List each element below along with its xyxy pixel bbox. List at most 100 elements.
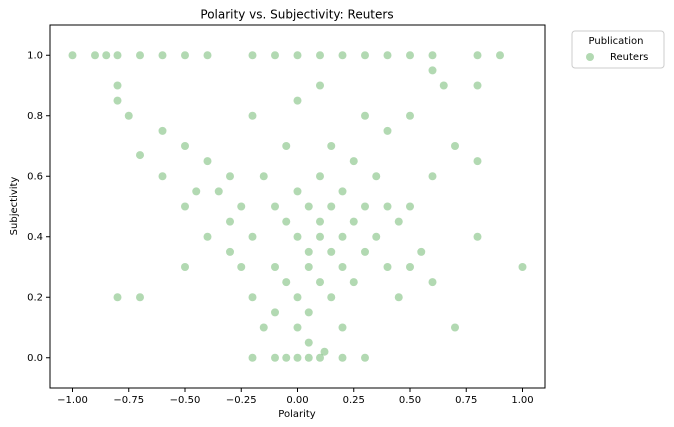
point <box>271 308 279 317</box>
point <box>320 347 329 356</box>
point <box>271 51 279 60</box>
point <box>68 51 77 60</box>
x-tick-label: −0.75 <box>113 395 144 406</box>
point <box>316 172 324 181</box>
point <box>181 142 189 150</box>
point <box>214 187 223 196</box>
point <box>203 51 212 60</box>
point <box>383 263 392 271</box>
point <box>293 293 302 302</box>
chart-title: Polarity vs. Subjectivity: Reuters <box>200 8 393 22</box>
point <box>361 353 369 362</box>
point <box>338 323 347 332</box>
point <box>248 111 257 120</box>
point <box>158 51 167 60</box>
x-tick-label: 1.00 <box>511 395 533 406</box>
point <box>372 172 381 181</box>
legend-title: Publication <box>589 36 644 47</box>
point <box>361 202 369 211</box>
point <box>192 187 201 196</box>
point <box>282 217 291 226</box>
point <box>113 51 122 60</box>
point <box>473 157 482 166</box>
point <box>248 232 257 241</box>
point <box>394 293 403 302</box>
point <box>136 293 144 302</box>
legend-box <box>571 30 665 69</box>
point <box>226 247 234 256</box>
point <box>361 111 369 120</box>
point <box>406 51 414 60</box>
x-tick-label: −0.25 <box>226 395 257 406</box>
y-tick-label: 0.0 <box>27 353 43 364</box>
point <box>113 81 122 90</box>
point <box>428 172 437 181</box>
point <box>327 202 336 211</box>
point <box>124 111 133 120</box>
point <box>383 51 392 60</box>
x-axis-label: Polarity <box>278 409 316 420</box>
point <box>428 66 437 75</box>
point <box>349 278 358 287</box>
point <box>316 278 324 287</box>
point <box>383 126 392 135</box>
point <box>293 187 302 196</box>
point <box>271 202 279 211</box>
point <box>304 308 313 317</box>
point <box>349 217 358 226</box>
point <box>237 202 246 211</box>
y-tick-label: 0.6 <box>27 171 43 182</box>
point <box>316 353 324 362</box>
point <box>428 51 437 60</box>
legend-marker <box>586 53 594 61</box>
point <box>327 142 336 150</box>
point <box>304 247 313 256</box>
point <box>451 142 459 150</box>
point <box>203 232 212 241</box>
x-tick-label: 0.00 <box>286 395 308 406</box>
point <box>136 51 144 60</box>
point <box>338 187 347 196</box>
point <box>248 51 257 60</box>
point <box>304 263 313 271</box>
legend-label: Reuters <box>610 52 648 63</box>
point <box>293 353 302 362</box>
point <box>428 278 437 287</box>
point <box>316 51 324 60</box>
point <box>518 263 527 271</box>
point <box>181 263 189 271</box>
point <box>181 51 189 60</box>
point <box>271 353 279 362</box>
point <box>282 278 291 287</box>
point <box>158 172 167 181</box>
point <box>406 111 414 120</box>
point <box>496 51 504 60</box>
point <box>102 51 111 60</box>
point <box>293 323 302 332</box>
point <box>248 293 257 302</box>
point <box>248 353 257 362</box>
point <box>226 172 234 181</box>
point <box>304 338 313 347</box>
point <box>316 217 324 226</box>
point <box>91 51 99 60</box>
point <box>282 142 291 150</box>
y-tick-label: 0.2 <box>27 292 43 303</box>
x-tick-label: 0.75 <box>455 395 477 406</box>
point <box>259 323 268 332</box>
point <box>304 353 313 362</box>
point <box>203 157 212 166</box>
point <box>361 247 369 256</box>
point <box>259 172 268 181</box>
point <box>417 247 426 256</box>
x-tick-label: −1.00 <box>57 395 88 406</box>
point <box>136 151 144 160</box>
point <box>406 202 414 211</box>
point <box>372 232 381 241</box>
point <box>451 323 459 332</box>
point <box>327 293 336 302</box>
y-tick-label: 0.8 <box>27 111 43 122</box>
y-axis-label: Subjectivity <box>9 177 20 236</box>
point <box>338 263 347 271</box>
